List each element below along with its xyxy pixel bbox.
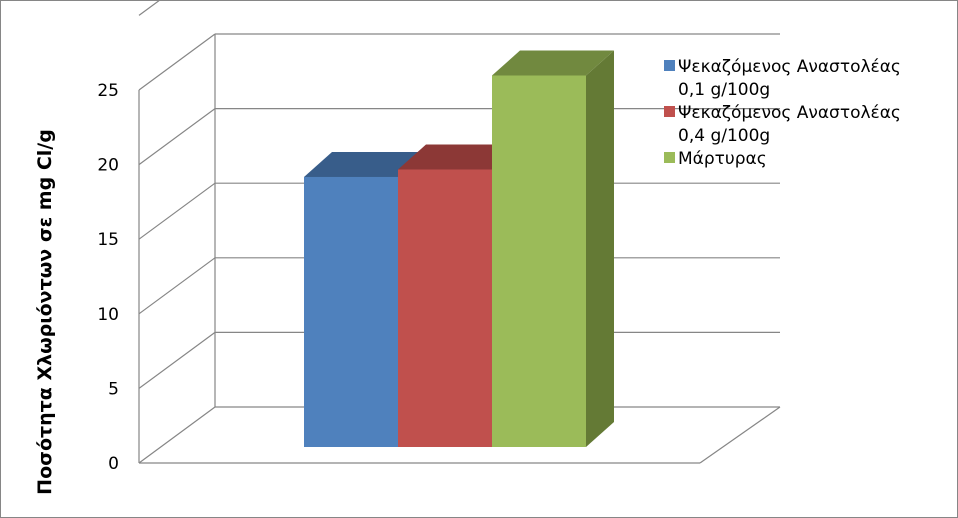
chart-walls [138,34,781,464]
bar-front [304,176,398,447]
gridline-30 [138,0,161,16]
bar-top [398,144,520,170]
bar-top [492,50,614,76]
y-tick-label: 10 [97,305,119,325]
legend-item-2: Ψεκαζόμενος Αναστολέας 0,4 g/100g [664,103,901,146]
y-tick-label: 0 [108,454,119,474]
legend-swatch [664,60,675,71]
bars [304,50,614,447]
legend-label: Ψεκαζόμενος Αναστολέας [678,103,901,123]
y-tick-label: 20 [97,156,119,176]
legend-label: 0,4 g/100g [678,126,770,146]
legend-label: Ψεκαζόμενος Αναστολέας [678,57,901,77]
bar-front [492,75,586,447]
bar-3 [492,50,614,447]
y-tick-label: 15 [97,230,119,250]
y-tick-label: 5 [108,379,119,399]
bar-2 [398,144,520,447]
legend-swatch [664,152,675,163]
y-axis-ticks: 0 5 10 15 20 25 [97,81,119,474]
legend-item-3: Μάρτυρας [664,149,767,169]
bar-front [398,169,492,447]
y-axis-label: Ποσότητα Χλωριόντων σε mg Cl/g [34,129,56,495]
bar-side [586,50,614,447]
gridline-25 [138,33,780,91]
legend-item-1: Ψεκαζόμενος Αναστολέας 0,1 g/100g [664,57,901,100]
legend-label: 0,1 g/100g [678,80,770,100]
legend-label: Μάρτυρας [678,149,767,169]
legend-swatch [664,106,675,117]
y-tick-label: 25 [97,81,119,101]
bar-top [304,151,426,177]
